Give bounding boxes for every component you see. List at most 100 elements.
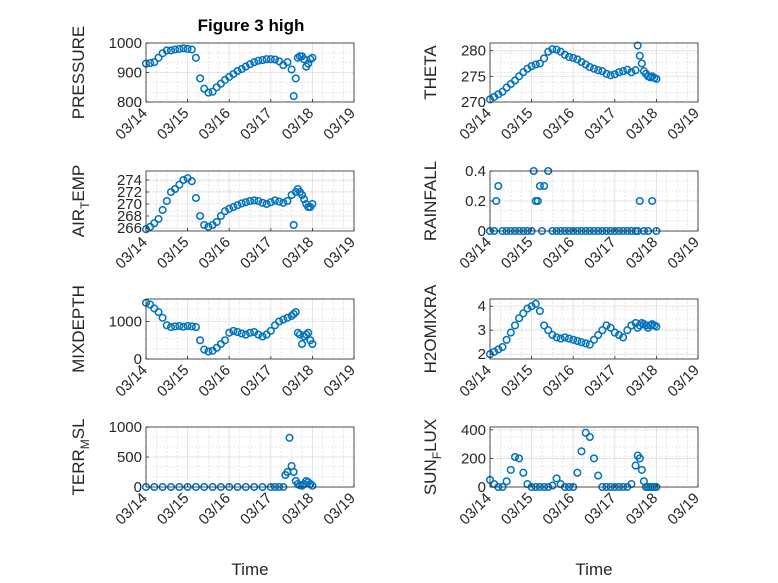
data-point-air_temp [262, 199, 271, 209]
data-point-air_temp [283, 196, 292, 206]
data-point-pressure [287, 65, 296, 74]
xtick-label: 03/19 [664, 105, 703, 144]
ytick-label: 0 [134, 479, 142, 496]
data-point-air_temp [171, 184, 180, 194]
xtick-label: 03/15 [154, 362, 193, 401]
data-point-h2omixra [585, 340, 594, 349]
xtick-label: 03/18 [279, 234, 318, 273]
data-point-theta [614, 68, 624, 77]
xtick-label: 03/19 [320, 490, 359, 529]
ytick-label: 1000 [109, 419, 142, 436]
ytick-label: 2 [478, 346, 486, 363]
xtick-label: 03/14 [112, 490, 151, 529]
xlabel-terr_msl: Time [231, 560, 268, 579]
ytick-label: 280 [461, 43, 486, 60]
subplot-sun_flux: 0 200 400 03/14 03/15 03/16 03/17 03/18 03/19 SUN… [421, 419, 703, 579]
ytick-label: 0.2 [465, 193, 486, 210]
data-point-pressure [266, 55, 275, 64]
data-point-pressure [308, 53, 317, 62]
data-point-sun_flux [552, 474, 561, 483]
data-point-h2omixra [614, 330, 624, 340]
data-point-mixdepth [162, 321, 171, 330]
xtick-label: 03/18 [279, 490, 318, 529]
data-point-mixdepth [254, 330, 263, 339]
data-point-terr_msl [289, 467, 298, 477]
data-point-air_temp [158, 205, 167, 215]
data-point-h2omixra [602, 321, 611, 330]
data-point-h2omixra [652, 322, 661, 331]
data-point-mixdepth [225, 328, 234, 337]
data-point-sun_flux [573, 468, 582, 477]
xtick-label: 03/14 [112, 234, 151, 273]
data-point-terr_msl [308, 481, 317, 490]
xlabel-sun_flux: Time [575, 560, 612, 579]
data-point-pressure [150, 58, 159, 67]
data-point-mixdepth [220, 336, 230, 345]
data-point-air_temp [220, 207, 230, 216]
data-point-h2omixra [623, 326, 632, 335]
data-point-mixdepth [237, 329, 246, 338]
data-point-theta [585, 63, 594, 72]
axes-box-mixdepth [145, 298, 355, 360]
xtick-label: 03/16 [195, 234, 234, 273]
data-point-h2omixra [552, 333, 561, 342]
ytick-label: 1000 [109, 314, 142, 331]
data-point-h2omixra [569, 335, 578, 344]
data-point-pressure [245, 60, 255, 69]
data-point-mixdepth [200, 345, 209, 354]
data-point-theta [652, 74, 661, 83]
data-point-mixdepth [171, 322, 180, 331]
ytick-label: 270 [461, 94, 486, 111]
data-point-pressure [250, 58, 259, 67]
plot-area-h2omixra [490, 299, 698, 359]
data-point-air_temp [150, 219, 159, 228]
data-point-theta [498, 87, 507, 96]
data-point-pressure [237, 64, 246, 74]
data-point-pressure [233, 66, 242, 76]
data-point-pressure [258, 56, 267, 65]
data-point-pressure [187, 45, 196, 54]
ylabel-air_temp: AIRTEMP [69, 165, 92, 238]
axes-box-theta [489, 42, 699, 103]
data-point-h2omixra [490, 347, 499, 356]
ytick-label: 500 [117, 449, 142, 466]
ytick-label: 0.4 [465, 163, 486, 180]
data-point-pressure [291, 74, 300, 83]
xtick-label: 03/19 [664, 362, 703, 401]
data-point-theta [560, 50, 569, 59]
data-point-theta [606, 71, 615, 80]
ytick-label: 400 [461, 422, 486, 439]
data-point-mixdepth [183, 321, 192, 331]
data-point-pressure [179, 44, 188, 53]
data-point-mixdepth [229, 326, 238, 335]
data-point-theta [515, 72, 524, 81]
ytick-label: 3 [478, 322, 486, 339]
xtick-label: 03/14 [456, 234, 495, 273]
data-point-h2omixra [519, 309, 528, 318]
ytick-label: 268 [117, 208, 142, 225]
data-point-mixdepth [158, 313, 167, 322]
data-point-mixdepth [179, 322, 188, 331]
data-point-air_temp [175, 180, 184, 189]
data-point-h2omixra [610, 328, 619, 337]
xtick-label: 03/16 [195, 490, 234, 529]
data-point-air_temp [233, 201, 242, 210]
data-point-theta [631, 66, 640, 75]
data-point-pressure [191, 53, 200, 62]
data-point-pressure [196, 74, 205, 83]
data-point-pressure [208, 87, 217, 96]
data-point-pressure [254, 56, 263, 65]
xtick-label: 03/17 [581, 105, 620, 144]
data-point-h2omixra [619, 333, 628, 342]
data-point-sun_flux [510, 452, 520, 462]
data-point-mixdepth [291, 308, 300, 317]
data-point-theta [627, 68, 636, 77]
xtick-label: 03/18 [279, 362, 318, 401]
data-point-air_temp [270, 196, 280, 205]
xtick-label: 03/17 [581, 234, 620, 273]
data-point-mixdepth [166, 323, 176, 332]
